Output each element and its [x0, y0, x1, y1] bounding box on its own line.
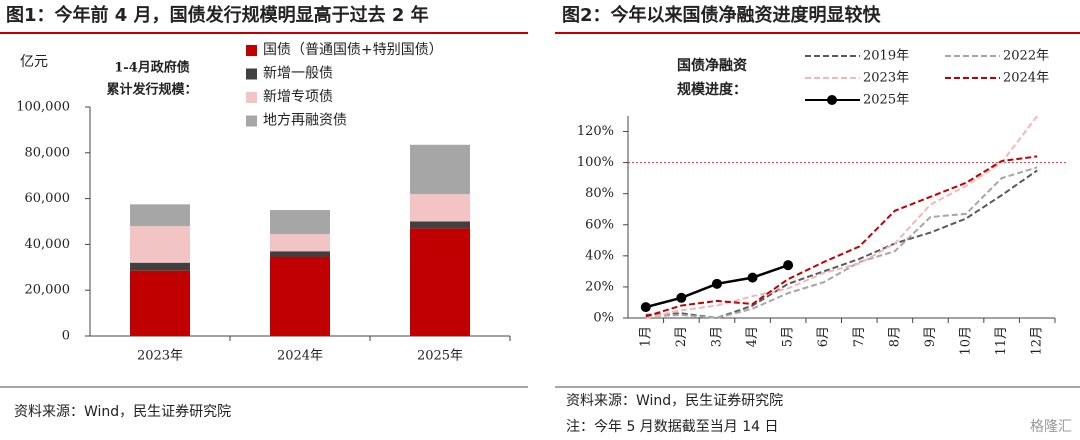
bar-segment: [130, 204, 190, 227]
legend-label: 2022年: [1003, 49, 1049, 64]
bar-segment: [410, 221, 470, 229]
legend-label: 2025年: [863, 93, 909, 108]
y-tick-label: 80,000: [25, 145, 71, 160]
series-line: [645, 115, 1039, 319]
bar-segment: [130, 270, 190, 336]
x-tick-label: 8月: [887, 326, 902, 347]
legend-label: 新增专项债: [263, 89, 333, 105]
x-tick-label: 2023年: [137, 349, 183, 364]
point: [711, 278, 722, 289]
bar-segment: [270, 234, 330, 252]
y-tick-label: 0: [62, 329, 70, 344]
legend-label: 地方再融资债: [263, 113, 347, 129]
x-tick-label: 1月: [638, 326, 653, 347]
x-tick-label: 12月: [1030, 326, 1045, 356]
annotation: 国债净融资: [677, 57, 747, 74]
annotation: 1-4月政府债: [114, 60, 190, 76]
point: [676, 292, 687, 303]
x-tick-label: 9月: [923, 326, 938, 347]
bar-segment: [130, 262, 190, 271]
source: 资料来源：Wind，民生证券研究院: [14, 404, 231, 420]
y-axis-label: 亿元: [20, 54, 48, 70]
legend-swatch: [246, 45, 257, 56]
bar-segment: [410, 194, 470, 222]
bar-segment: [270, 251, 330, 257]
point: [783, 260, 794, 271]
legend-label: 国债（普通国债+特别国债）: [263, 42, 443, 58]
bar-segment: [270, 210, 330, 235]
bar-segment: [130, 226, 190, 263]
bar-segment: [410, 144, 470, 195]
legend-label: 2019年: [863, 49, 909, 64]
x-tick-label: 5月: [781, 326, 796, 347]
x-tick-label: 4月: [745, 326, 760, 347]
x-tick-label: 2025年: [417, 349, 463, 364]
y-tick-label: 0%: [593, 311, 614, 326]
point: [747, 272, 758, 283]
legend-swatch: [246, 92, 257, 103]
chart-title: 图2：今年以来国债净融资进度明显较快: [562, 4, 882, 26]
legend-label: 2023年: [863, 71, 909, 86]
y-tick-label: 40,000: [25, 237, 71, 252]
y-tick-label: 60%: [585, 217, 614, 232]
x-tick-label: 2月: [674, 326, 689, 347]
x-tick-label: 7月: [852, 326, 867, 347]
y-tick-label: 20%: [585, 279, 614, 294]
bar-segment: [410, 228, 470, 336]
x-tick-label: 10月: [959, 326, 974, 356]
legend-label: 新增一般债: [263, 66, 333, 82]
watermark: 格隆汇: [1030, 419, 1072, 435]
y-tick-label: 80%: [585, 186, 614, 201]
source: 资料来源：Wind，民生证券研究院: [566, 393, 783, 409]
y-tick-label: 100,000: [16, 100, 70, 115]
y-tick-label: 120%: [577, 124, 614, 139]
annotation: 累计发行规模：: [106, 82, 197, 98]
x-tick-label: 6月: [816, 326, 831, 347]
x-tick-label: 3月: [709, 326, 724, 347]
point: [640, 302, 651, 313]
legend-swatch: [246, 115, 257, 127]
y-tick-label: 40%: [585, 248, 614, 263]
series-line: [645, 169, 1038, 320]
y-tick-label: 100%: [577, 155, 614, 170]
series-line: [645, 166, 1038, 320]
legend-label: 2024年: [1003, 71, 1049, 86]
x-tick-label: 11月: [994, 326, 1009, 356]
series-line: [645, 155, 1038, 318]
legend-marker: [827, 95, 837, 105]
y-tick-label: 60,000: [25, 191, 71, 206]
bar-segment: [270, 256, 330, 336]
chart-title: 图1：今年前 4 月，国债发行规模明显高于过去 2 年: [6, 4, 429, 26]
x-tick-label: 2024年: [277, 349, 323, 364]
note: 注：今年 5 月数据截至当月 14 日: [566, 419, 779, 435]
annotation: 规模进度：: [677, 81, 747, 98]
y-tick-label: 20,000: [25, 283, 71, 298]
legend-swatch: [246, 68, 257, 80]
